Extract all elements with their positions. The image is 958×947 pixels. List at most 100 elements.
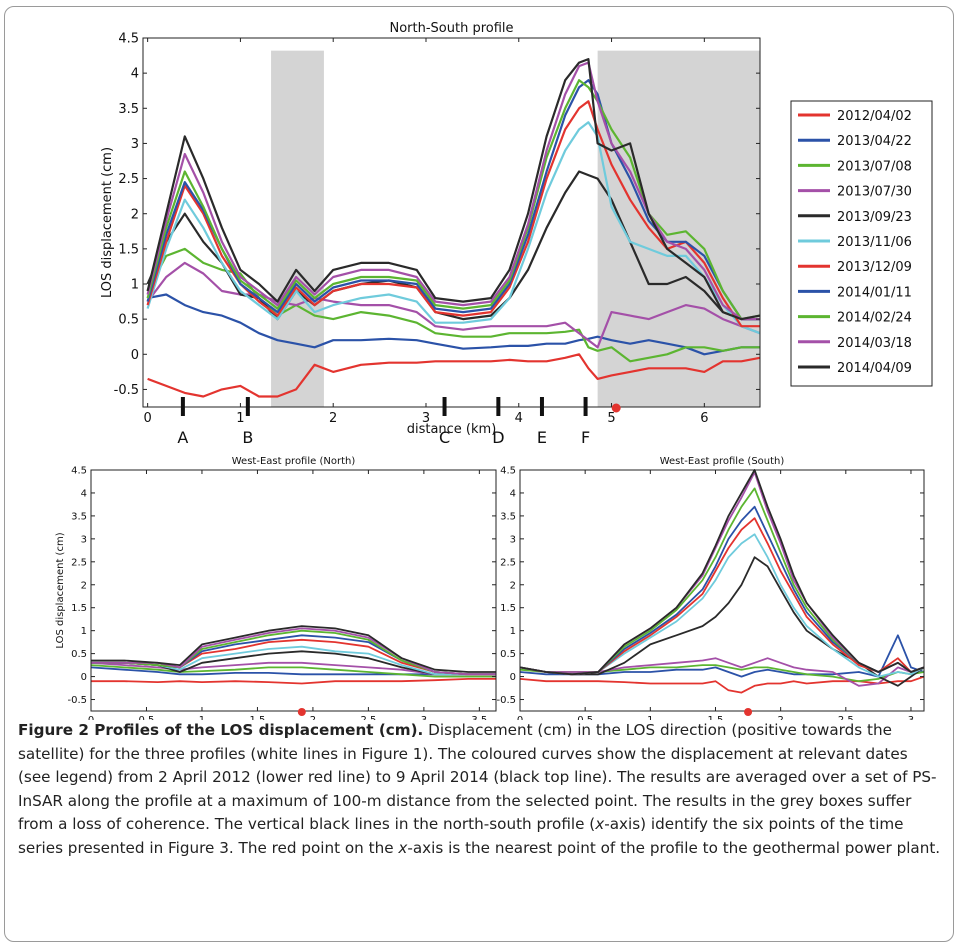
series-line-2014/03/18: [146, 61, 760, 321]
x-tick-label: 2: [777, 715, 783, 720]
series-line-2013/07/08: [519, 664, 925, 683]
figure-frame: [4, 6, 954, 942]
x-tick-label: 2.5: [838, 715, 854, 720]
y-tick-label: 2: [510, 580, 516, 591]
legend-label-2012/04/02: 2012/04/02: [837, 109, 912, 124]
legend-label-2013/09/23: 2013/09/23: [837, 210, 912, 225]
point-label-B: B: [242, 428, 253, 447]
legend-label-2013/11/06: 2013/11/06: [837, 235, 912, 250]
y-tick-label: 3: [81, 534, 87, 545]
north-south-chart: -0.5 0 0.5 1 1.5 2 2.5 3 3.5 4 4.5 0 1 2 3 4 5 6 North-Sou…: [100, 21, 761, 447]
y-tick-label: 1.5: [71, 603, 87, 614]
x-tick-label: 1: [199, 715, 205, 720]
y-tick-label: 4: [131, 67, 139, 82]
grey-box-1: [271, 50, 324, 407]
point-label-F: F: [581, 428, 590, 447]
y-tick-label: -0.5: [67, 695, 87, 706]
y-tick-label: 4.5: [118, 32, 139, 47]
series-line-2014/03/18: [519, 471, 925, 676]
y-tick-label: 2.5: [500, 557, 516, 568]
legend-label-2013/04/22: 2013/04/22: [837, 134, 912, 149]
x-tick-label: 4: [515, 411, 523, 426]
y-tick-label: -0.5: [496, 695, 516, 706]
x-tick-label: 3.5: [471, 715, 487, 720]
legend-label-2013/12/09: 2013/12/09: [837, 260, 912, 275]
x-tick-label: 2: [310, 715, 316, 720]
x-tick-label: 0.5: [139, 715, 155, 720]
point-label-C: C: [439, 428, 450, 447]
x-axis-label: distance (km): [407, 422, 497, 437]
x-tick-label: 3: [422, 411, 430, 426]
y-tick-label: 3: [131, 137, 139, 152]
y-tick-label: 1: [510, 626, 516, 637]
series-line-2012/04/02: [91, 678, 496, 685]
y-tick-label: 3.5: [71, 511, 87, 522]
y-axis-label: LOS displacement (cm): [55, 532, 66, 648]
series-line-2013/07/30: [519, 657, 925, 687]
x-tick-label: 2: [329, 411, 337, 426]
legend-label-2014/04/09: 2014/04/09: [837, 361, 912, 376]
plot-frame: [519, 469, 925, 712]
x-tick-label: 1: [647, 715, 653, 720]
caption-axis-1: x: [595, 815, 605, 834]
point-label-E: E: [537, 428, 547, 447]
y-tick-label: 4.5: [500, 466, 516, 477]
legend-label-2014/01/11: 2014/01/11: [837, 285, 912, 300]
y-tick-label: 2.5: [71, 557, 87, 568]
y-tick-label: 3.5: [500, 511, 516, 522]
series-line-2014/01/11: [146, 79, 760, 321]
west-east-north-chart: -0.5 0 0.5 1 1.5 2 2.5 3 3.5 4 4.5 0 0.5 1 1.5 2 2.5 3 3.5…: [55, 456, 497, 720]
point-marker-C: [442, 397, 447, 416]
y-tick-label: 4.5: [71, 466, 87, 477]
caption-text-1: Displacement (cm) in the LOS direction (…: [18, 721, 937, 834]
y-tick-label: 3: [510, 534, 516, 545]
y-tick-label: 1.5: [500, 603, 516, 614]
y-tick-label: 1.5: [118, 242, 139, 257]
plot-frame: [90, 469, 497, 712]
y-tick-label: 4: [510, 488, 516, 499]
series-line-2013/04/22: [519, 634, 925, 678]
west-east-south-chart: -0.5 0 0.5 1 1.5 2 2.5 3 3.5 4 4.5 0 0.5 1 1.5 2 2.5 3 Wes…: [496, 456, 925, 720]
caption-axis-2: x: [398, 838, 408, 857]
legend-label-2013/07/30: 2013/07/30: [837, 185, 912, 200]
point-marker-F: [583, 397, 588, 416]
y-tick-label: 1: [81, 626, 87, 637]
series-line-2012/04/02: [147, 353, 761, 398]
chart-title: North-South profile: [389, 21, 513, 36]
x-tick-label: 0: [517, 715, 523, 720]
legend-label-2014/03/18: 2014/03/18: [837, 336, 912, 351]
point-marker-A: [180, 397, 185, 416]
y-tick-label: 2.5: [118, 172, 139, 187]
x-tick-label: 1.5: [708, 715, 724, 720]
x-tick-label: 1: [236, 411, 244, 426]
y-tick-label: -0.5: [114, 383, 139, 398]
y-tick-label: 1: [131, 278, 139, 293]
figure-charts: -0.5 0 0.5 1 1.5 2 2.5 3 3.5 4 4.5 0 1 2 3 4 5 6 North-Sou…: [55, 21, 933, 720]
power-plant-point: [744, 708, 753, 716]
caption-text-3: -axis is the nearest point of the profil…: [407, 838, 941, 857]
series-line-2013/09/23: [519, 556, 925, 687]
x-tick-label: 3: [908, 715, 914, 720]
x-tick-label: 0: [143, 411, 151, 426]
figure-caption: Figure 2 Profiles of the LOS displacemen…: [18, 719, 943, 861]
series-line-2014/04/09: [519, 469, 925, 676]
legend-label-2014/02/24: 2014/02/24: [837, 311, 912, 326]
series-line-2013/11/06: [146, 121, 761, 335]
series-line-2012/04/02: [519, 675, 925, 694]
x-tick-label: 0.5: [577, 715, 593, 720]
plot-frame: [142, 37, 761, 408]
caption-text-2: -axis) identify the six points of the ti…: [18, 815, 904, 857]
x-tick-label: 0: [88, 715, 94, 720]
y-tick-label: 0: [81, 672, 87, 683]
x-tick-label: 1.5: [249, 715, 265, 720]
x-tick-label: 3: [421, 715, 427, 720]
y-tick-label: 2: [131, 207, 139, 222]
y-tick-label: 0.5: [118, 313, 139, 328]
legend-label-2013/07/08: 2013/07/08: [837, 159, 912, 174]
y-tick-label: 3.5: [118, 102, 139, 117]
x-tick-label: 6: [700, 411, 708, 426]
point-label-A: A: [177, 428, 188, 447]
point-label-D: D: [492, 428, 504, 447]
series-line-2013/07/08: [90, 664, 496, 678]
series-line-2013/04/22: [147, 293, 760, 356]
